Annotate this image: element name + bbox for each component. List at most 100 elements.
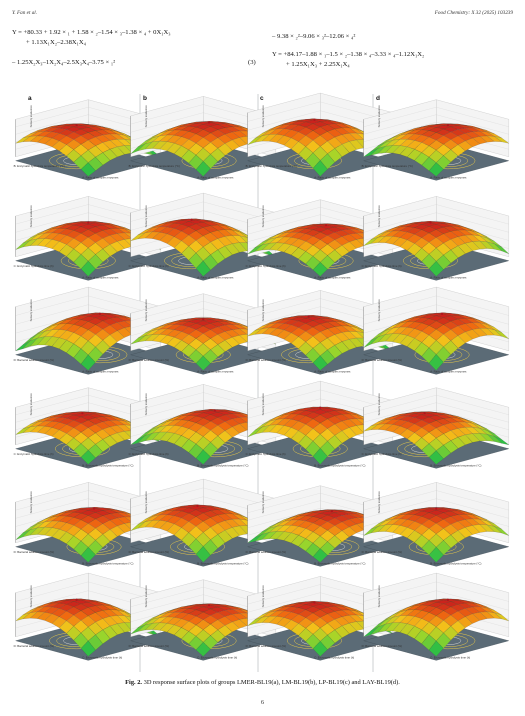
x-axis-label: C: Enzymatic hydrolysis time (h) — [14, 264, 54, 268]
x-axis-label: D: Bacterial addition amount (%) — [129, 358, 169, 362]
y-axis-label: B: Enzymatic hydrolysis temperature (°C) — [314, 561, 365, 565]
surface-panel: Sensory evaluation D: Bacterial addition … — [362, 286, 510, 375]
z-axis-label: Sensory evaluation — [261, 491, 265, 514]
z-axis-label: Sensory evaluation — [377, 393, 381, 416]
column-label-d: d — [376, 95, 380, 102]
x-axis-label: C: Enzymatic hydrolysis time (h) — [14, 452, 54, 456]
z-axis-label: Sensory evaluation — [144, 299, 148, 322]
y-axis-label: A: Ratio of complex enzymes — [430, 369, 467, 373]
x-axis-label: B: Enzymatic hydrolysis temperature (°C) — [246, 164, 297, 168]
z-axis-label: Sensory evaluation — [261, 205, 265, 228]
running-header-journal: Food Chemistry: X 32 (2025) 103239 — [434, 10, 513, 16]
x-axis-label: B: Enzymatic hydrolysis temperature (°C) — [14, 164, 65, 168]
x-axis-label: B: Enzymatic hydrolysis temperature (°C) — [129, 164, 180, 168]
y-axis-label: A: Ratio of complex enzymes — [82, 369, 119, 373]
surface-panel: Sensory evaluation D: Bacterial addition … — [14, 572, 162, 661]
surface-panel: Sensory evaluation C: Enzymatic hydrolysi… — [129, 192, 277, 281]
y-axis-label: A: Ratio of complex enzymes — [197, 275, 234, 279]
y-axis-label: A: Ratio of complex enzymes — [430, 175, 467, 179]
y-axis-label: B: Enzymatic hydrolysis temperature (°C) — [82, 463, 133, 467]
y-axis-label: A: Ratio of complex enzymes — [197, 175, 234, 179]
x-axis-label: C: Enzymatic hydrolysis time (h) — [129, 264, 169, 268]
surface-panel: Sensory evaluation D: Bacterial addition … — [362, 482, 510, 567]
surface-panel: Sensory evaluation D: Bacterial addition … — [362, 572, 510, 661]
figure-caption-label: Fig. 2. — [125, 679, 143, 686]
z-axis-label: Sensory evaluation — [377, 205, 381, 228]
y-axis-label: B: Enzymatic hydrolysis temperature (°C) — [82, 561, 133, 565]
y-axis-label: A: Ratio of complex enzymes — [82, 175, 119, 179]
equation-number: (3) — [248, 59, 256, 66]
z-axis-label: Sensory evaluation — [144, 585, 148, 608]
running-header-authors: Y. Fan et al. — [12, 10, 38, 16]
column-label-a: a — [28, 95, 32, 102]
y-axis-label: B: Enzymatic hydrolysis temperature (°C) — [197, 561, 248, 565]
equation-left-line-3: – 1.25X₂X₃–1X₂X₄–2.5X₃X₄–3.75 × ₁² — [12, 59, 116, 66]
z-axis-label: Sensory evaluation — [29, 105, 33, 128]
z-axis-label: Sensory evaluation — [144, 491, 148, 514]
z-axis-label: Sensory evaluation — [29, 585, 33, 608]
surface-panel: Sensory evaluation D: Bacterial addition … — [14, 286, 162, 375]
column-label-c: c — [260, 95, 264, 102]
z-axis-label: Sensory evaluation — [261, 105, 265, 128]
x-axis-label: D: Bacterial addition amount (%) — [14, 550, 54, 554]
x-axis-label: D: Bacterial addition amount (%) — [362, 550, 402, 554]
surface-panel: Sensory evaluation C: Enzymatic hydrolysi… — [362, 196, 510, 281]
x-axis-label: D: Bacterial addition amount (%) — [362, 358, 402, 362]
y-axis-label: A: Ratio of complex enzymes — [314, 369, 351, 373]
z-axis-label: Sensory evaluation — [261, 585, 265, 608]
x-axis-label: C: Enzymatic hydrolysis time (h) — [246, 264, 286, 268]
y-axis-label: C: Enzymatic hydrolysis time (h) — [314, 655, 354, 659]
x-axis-label: C: Enzymatic hydrolysis time (h) — [129, 452, 169, 456]
surface-panel: Sensory evaluation B: Enzymatic hydrolysi… — [14, 99, 162, 181]
y-axis-label: C: Enzymatic hydrolysis time (h) — [82, 655, 122, 659]
x-axis-label: B: Enzymatic hydrolysis temperature (°C) — [362, 164, 413, 168]
z-axis-label: Sensory evaluation — [377, 491, 381, 514]
x-axis-label: D: Bacterial addition amount (%) — [129, 550, 169, 554]
z-axis-label: Sensory evaluation — [29, 491, 33, 514]
figure-caption: Fig. 2. 3D response surface plots of gro… — [0, 679, 525, 686]
equation-right-line-3: + 1.25X₁X₃ + 2.25X₁X₄ — [286, 61, 350, 68]
z-axis-label: Sensory evaluation — [377, 299, 381, 322]
surface-panel: Sensory evaluation C: Enzymatic hydrolysi… — [362, 387, 510, 469]
y-axis-label: B: Enzymatic hydrolysis temperature (°C) — [314, 463, 365, 467]
y-axis-label: A: Ratio of complex enzymes — [314, 175, 351, 179]
y-axis-label: B: Enzymatic hydrolysis temperature (°C) — [430, 463, 481, 467]
x-axis-label: D: Bacterial addition amount (%) — [14, 644, 54, 648]
equation-right-line-1: – 9.38 × ₂²–9.06 × ₃²–12.06 × ₄² — [272, 33, 356, 40]
y-axis-label: A: Ratio of complex enzymes — [197, 369, 234, 373]
z-axis-label: Sensory evaluation — [377, 585, 381, 608]
x-axis-label: C: Enzymatic hydrolysis time (h) — [362, 452, 402, 456]
y-axis-label: C: Enzymatic hydrolysis time (h) — [430, 655, 470, 659]
y-axis-label: A: Ratio of complex enzymes — [430, 275, 467, 279]
x-axis-label: D: Bacterial addition amount (%) — [246, 550, 286, 554]
z-axis-label: Sensory evaluation — [144, 105, 148, 128]
y-axis-label: A: Ratio of complex enzymes — [314, 275, 351, 279]
surface-panel: Sensory evaluation D: Bacterial addition … — [129, 579, 277, 661]
z-axis-label: Sensory evaluation — [261, 393, 265, 416]
z-axis-label: Sensory evaluation — [144, 205, 148, 228]
z-axis-label: Sensory evaluation — [29, 205, 33, 228]
equation-left-line-2: + 1.13X₁X₂–2.38X₁X₄ — [26, 39, 86, 46]
y-axis-label: A: Ratio of complex enzymes — [82, 275, 119, 279]
x-axis-label: D: Bacterial addition amount (%) — [129, 644, 169, 648]
y-axis-label: C: Enzymatic hydrolysis time (h) — [197, 655, 237, 659]
x-axis-label: D: Bacterial addition amount (%) — [246, 644, 286, 648]
z-axis-label: Sensory evaluation — [144, 393, 148, 416]
x-axis-label: D: Bacterial addition amount (%) — [362, 644, 402, 648]
surface-panel: Sensory evaluation B: Enzymatic hydrolysi… — [362, 99, 510, 181]
column-label-b: b — [143, 95, 147, 102]
y-axis-label: B: Enzymatic hydrolysis temperature (°C) — [197, 463, 248, 467]
y-axis-label: B: Enzymatic hydrolysis temperature (°C) — [430, 561, 481, 565]
equation-right-line-2: Y = +84.17–1.88 × ₁–1.5 × ₂–1.38 × ₄–3.3… — [272, 51, 425, 58]
page-number: 6 — [261, 700, 264, 706]
x-axis-label: C: Enzymatic hydrolysis time (h) — [246, 452, 286, 456]
z-axis-label: Sensory evaluation — [29, 299, 33, 322]
x-axis-label: D: Bacterial addition amount (%) — [246, 358, 286, 362]
z-axis-label: Sensory evaluation — [261, 299, 265, 322]
figure-caption-text: 3D response surface plots of groups LMER… — [143, 679, 400, 686]
x-axis-label: C: Enzymatic hydrolysis time (h) — [362, 264, 402, 268]
equation-left-line-1: Y = +80.33 + 1.92 × ₁ + 1.58 × ₂–1.54 × … — [12, 29, 171, 36]
z-axis-label: Sensory evaluation — [29, 393, 33, 416]
z-axis-label: Sensory evaluation — [377, 105, 381, 128]
